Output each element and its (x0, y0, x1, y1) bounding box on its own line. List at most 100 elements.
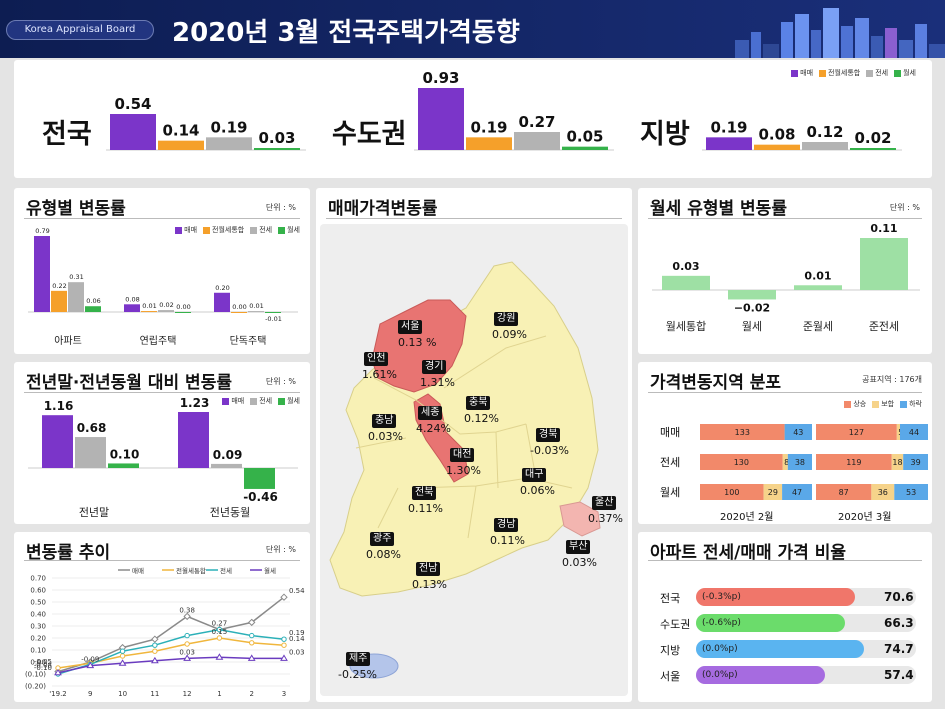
summary-bar (466, 137, 512, 150)
panel-title: 유형별 변동률 (26, 199, 126, 219)
legend-label: 전세 (220, 566, 232, 575)
trend-data-label: 0.54 (289, 587, 305, 595)
trend-point (54, 668, 62, 676)
dist-segment-label: 100 (724, 488, 739, 497)
ratio-panel: 아파트 전세/매매 가격 비율 전국 (-0.3%p) 70.6 수도권 (-0.6%p… (638, 532, 932, 702)
legend-label: 전월세통합 (176, 566, 206, 575)
monthly-bar-label: 0.03 (672, 260, 699, 273)
map-region-label: 전남 (416, 562, 441, 576)
type-bar (214, 292, 230, 312)
y-tick-label: 0.10 (30, 647, 46, 655)
dist-segment-label: 18 (892, 458, 902, 467)
region-name-provinces: 지방 (640, 119, 690, 150)
map-region-label: 전북 (412, 486, 437, 500)
dist-segment (900, 424, 928, 440)
monthly-chart: 0.03 월세통합 −0.02 월세 0.01 준월세 0.11 준전세 (652, 222, 920, 333)
unit-label: 단위 : % (889, 203, 920, 212)
map-region-value: 0.06% (520, 484, 555, 497)
summary-bar-label: 0.19 (210, 118, 247, 136)
legend-label: 전세 (875, 69, 889, 77)
legend-label: 하락 (909, 400, 922, 408)
trend-point (280, 593, 288, 601)
map-region-label: 충남 (372, 414, 397, 428)
monthly-bar (728, 290, 776, 300)
y-tick-label: 0.40 (30, 611, 46, 619)
summary-bar (562, 146, 608, 150)
map-region-label: 서울 (398, 320, 423, 334)
map-region-value: -0.25% (338, 668, 377, 681)
map-region-value: 0.13 % (398, 336, 437, 349)
header-bar: Korea Appraisal Board 2020년 3월 전국주택가격동향 (0, 0, 945, 58)
legend-label: 월세 (287, 226, 300, 234)
map-region-label: 제주 (346, 652, 371, 666)
trend-point (280, 654, 288, 661)
map-region-label: 부산 (566, 540, 591, 554)
x-tick-label: 10 (118, 690, 127, 698)
legend-label: 전세 (259, 226, 273, 234)
trend-point (119, 653, 126, 659)
dist-segment (784, 424, 812, 440)
trend-point (247, 654, 256, 661)
summary-panel: 매매 전월세통합 전세 월세 전국 수도권 지방 0.54 0.14 0.19 0.0… (14, 60, 932, 178)
trend-data-label: -0.05 (34, 658, 52, 666)
ratio-region-label: 지방 (660, 644, 681, 657)
y-tick-label: 0.20 (30, 635, 46, 643)
legend-item: 매매 (175, 225, 197, 235)
legend-label: 매매 (231, 397, 245, 405)
unit-label: 공표지역 : 176개 (862, 375, 922, 384)
panel-title: 가격변동지역 분포 (650, 373, 782, 393)
category-label: 단독주택 (230, 335, 267, 347)
type-bar-label: 0.20 (215, 284, 229, 292)
y-tick-label: 0.30 (30, 623, 46, 631)
trend-point (183, 654, 192, 661)
ratio-region-label: 전국 (660, 592, 681, 605)
category-label: 준전세 (869, 320, 899, 333)
type-bar-label: 0.02 (159, 301, 173, 309)
trend-point (86, 661, 95, 669)
legend-item: 하락 (900, 399, 922, 409)
y-tick-label: 0.00 (30, 659, 46, 667)
dist-legend: 상승 보합 하락 (844, 399, 922, 409)
map-panel: 매매가격변동률 서울 0.13 % 강원 0.09% 인천 1.61% 경기 1… (316, 188, 632, 702)
dist-segment (700, 484, 764, 500)
summary-bar (706, 137, 752, 150)
map-region-value: 1.61% (362, 368, 397, 381)
yoy-bar-label: 0.68 (77, 421, 107, 435)
unit-label: 단위 : % (265, 203, 296, 212)
dist-segment (782, 454, 788, 470)
type-bar (175, 312, 191, 313)
type-bar-label: 0.08 (125, 295, 139, 303)
x-tick-label: 1 (217, 690, 221, 698)
category-label: 연립주택 (140, 334, 177, 347)
trend-point (215, 653, 224, 660)
map-region-value: 0.13% (412, 578, 447, 591)
summary-legend: 매매 전월세통합 전세 월세 (791, 68, 916, 78)
dist-segment (816, 484, 872, 500)
legend-label: 매매 (184, 226, 198, 234)
trend-data-label: -0.08 (34, 662, 52, 670)
yoy-bar-label: 0.09 (213, 448, 243, 462)
map-region-label: 경북 (536, 428, 561, 442)
monthly-bar-label: 0.11 (870, 222, 897, 235)
y-tick-label: 0.60 (30, 587, 46, 595)
trend-point (118, 659, 127, 666)
trend-point (152, 642, 158, 648)
map-region-value: 1.30% (446, 464, 481, 477)
type-bar-label: -0.01 (265, 315, 282, 323)
trend-point (183, 612, 191, 621)
trend-data-label: 0.19 (289, 629, 305, 637)
yoy-bar-label: 0.10 (110, 447, 140, 461)
trend-point (151, 635, 159, 643)
brand-badge: Korea Appraisal Board (6, 20, 154, 40)
map-region-label: 광주 (370, 532, 395, 546)
ratio-bar: (-0.6%p) (696, 614, 846, 632)
dist-row-label: 전세 (660, 456, 681, 469)
category-label: 아파트 (54, 335, 82, 347)
type-bar-label: 0.01 (249, 302, 263, 310)
dist-chart: 13304313083810029471275441191839873653 (700, 424, 928, 500)
dist-segment (871, 484, 895, 500)
ratio-value: 70.6 (884, 590, 914, 604)
dist-segment (763, 484, 783, 500)
x-tick-label: 12 (183, 690, 192, 698)
category-label: 전년동월 (210, 506, 250, 519)
